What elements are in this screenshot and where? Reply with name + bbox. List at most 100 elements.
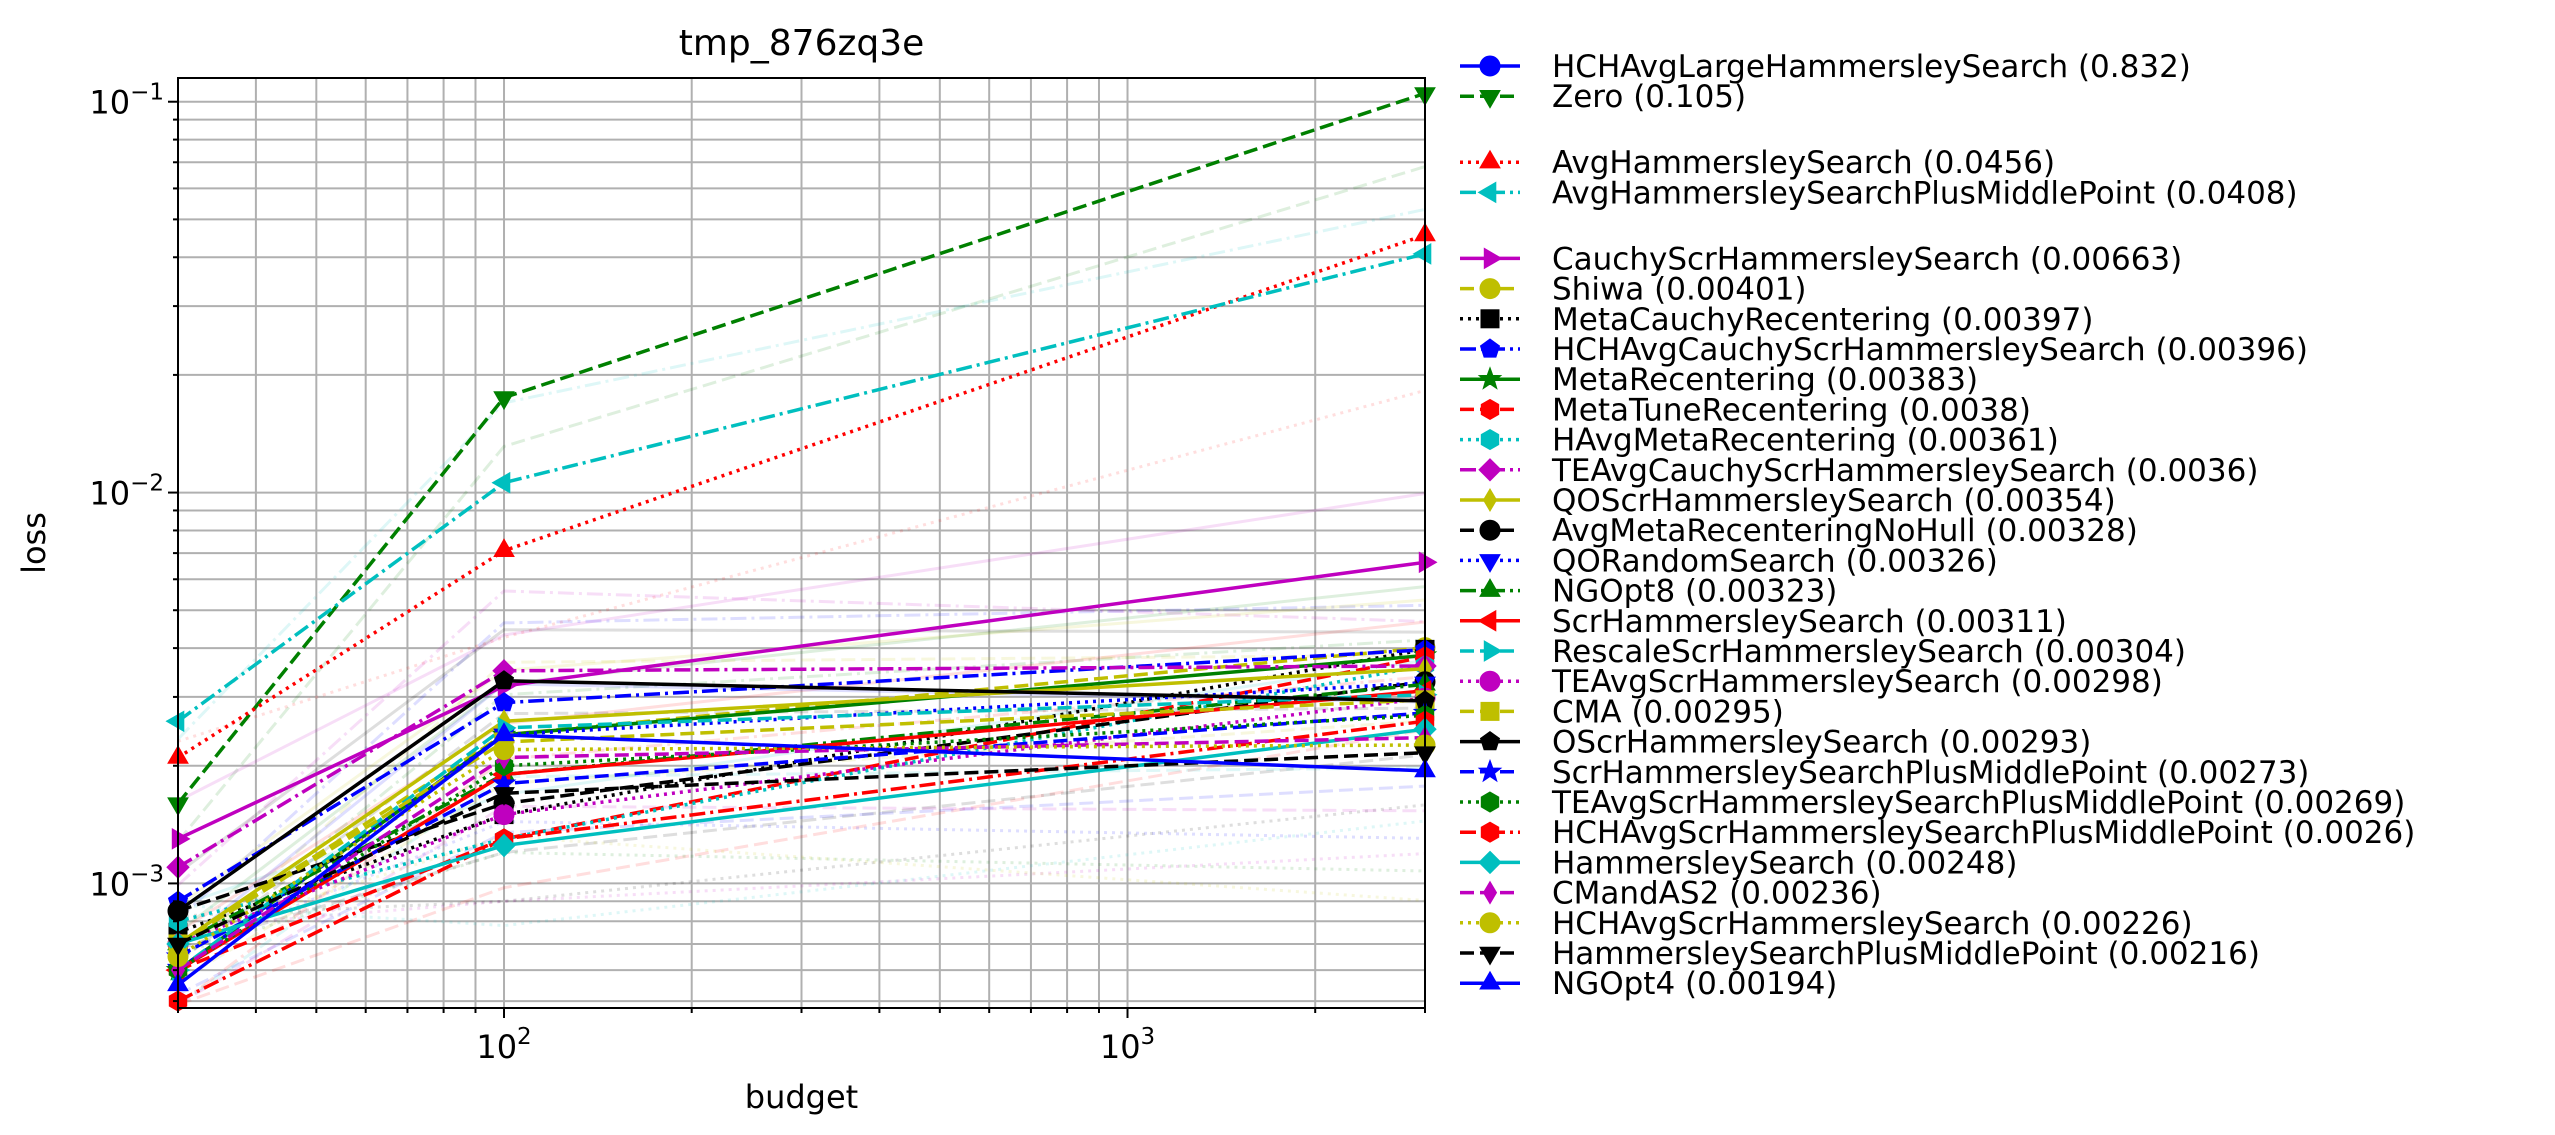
series-marker	[1479, 730, 1501, 751]
legend-item: RescaleScrHammersleySearch (0.00304)	[1460, 634, 2186, 670]
y-tick-label: 10−2	[89, 471, 164, 513]
legend-item: Shiwa (0.00401)	[1460, 272, 1807, 308]
legend-label: TEAvgScrHammersleySearch (0.00298)	[1551, 664, 2163, 700]
series-marker	[493, 787, 515, 806]
axis-ticks: 102 103 10−3 10−2 10−1	[89, 80, 1426, 1066]
grid	[177, 78, 1426, 1008]
legend: HCHAvgLargeHammersleySearch (0.832)Zero …	[1460, 49, 2415, 1002]
series-marker	[1477, 609, 1497, 632]
series-marker	[492, 833, 516, 858]
legend-item: TEAvgScrHammersleySearchPlusMiddlePoint …	[1460, 785, 2405, 821]
legend-label: HCHAvgLargeHammersleySearch (0.832)	[1552, 49, 2191, 85]
series-marker	[165, 710, 185, 733]
series-marker	[1479, 519, 1501, 541]
series-marker	[1479, 946, 1501, 966]
legend-item: CMandAS2 (0.00236)	[1460, 876, 1882, 912]
legend-item: TEAvgCauchyScrHammersleySearch (0.0036)	[1460, 453, 2258, 489]
legend-label: CauchyScrHammersleySearch (0.00663)	[1552, 241, 2182, 277]
series-marker	[493, 739, 515, 761]
series-marker	[491, 471, 511, 494]
legend-item: HammersleySearchPlusMiddlePoint (0.00216…	[1460, 936, 2260, 972]
faint-series-line	[177, 766, 1426, 1006]
series-line	[177, 719, 1426, 1003]
legend-item: OScrHammersleySearch (0.00293)	[1460, 725, 2091, 761]
faint-series-line	[177, 628, 1426, 875]
legend-label: NGOpt8 (0.00323)	[1552, 574, 1837, 610]
series-marker	[1480, 701, 1500, 721]
series-marker	[1477, 181, 1497, 204]
series-marker	[1479, 338, 1501, 358]
legend-label: AvgHammersleySearchPlusMiddlePoint (0.04…	[1552, 175, 2298, 211]
legend-item: HammersleySearch (0.00248)	[1460, 845, 2017, 881]
legend-label: TEAvgCauchyScrHammersleySearch (0.0036)	[1551, 453, 2258, 489]
legend-label: ScrHammersleySearchPlusMiddlePoint (0.00…	[1552, 755, 2309, 791]
series-marker	[1483, 640, 1503, 662]
chart-title: tmp_876zq3e	[679, 23, 925, 64]
legend-item: CMA (0.00295)	[1460, 694, 1784, 730]
legend-item: HAvgMetaRecentering (0.00361)	[1460, 423, 2059, 459]
legend-item: MetaCauchyRecentering (0.00397)	[1460, 302, 2093, 338]
legend-label: Zero (0.105)	[1552, 79, 1746, 115]
series-marker	[1479, 578, 1501, 597]
x-axis-label: budget	[745, 1078, 858, 1116]
series-marker	[1479, 55, 1501, 77]
y-tick-label: 10−1	[89, 80, 164, 122]
series-marker	[1477, 366, 1503, 390]
x-tick-label: 102	[476, 1024, 531, 1066]
faint-series-line	[177, 492, 1426, 803]
legend-label: CMA (0.00295)	[1552, 694, 1784, 730]
series-line	[177, 750, 1426, 946]
series-marker	[1479, 149, 1501, 169]
legend-item: ScrHammersleySearch (0.00311)	[1460, 604, 2067, 640]
legend-label: Shiwa (0.00401)	[1552, 272, 1807, 308]
series-marker	[1478, 850, 1502, 875]
series-marker	[1480, 791, 1500, 813]
legend-label: HAvgMetaRecentering (0.00361)	[1552, 423, 2059, 459]
faint-series-line	[177, 753, 1426, 951]
series-marker	[1479, 670, 1501, 692]
series-marker	[1480, 821, 1500, 843]
legend-label: TEAvgScrHammersleySearchPlusMiddlePoint …	[1551, 785, 2405, 821]
faint-series-line	[177, 728, 1426, 1007]
legend-label: MetaRecentering (0.00383)	[1552, 362, 1978, 398]
legend-label: ScrHammersleySearch (0.00311)	[1552, 604, 2067, 640]
legend-item: ScrHammersleySearchPlusMiddlePoint (0.00…	[1460, 755, 2309, 791]
legend-label: QOScrHammersleySearch (0.00354)	[1552, 483, 2116, 519]
series-marker	[1482, 488, 1498, 512]
series-marker	[493, 670, 515, 690]
legend-item: QOScrHammersleySearch (0.00354)	[1460, 483, 2116, 519]
series-marker	[1479, 912, 1501, 934]
series-marker	[1479, 90, 1501, 109]
legend-label: AvgHammersleySearch (0.0456)	[1552, 145, 2055, 181]
series-marker	[1478, 458, 1502, 482]
legend-label: OScrHammersleySearch (0.00293)	[1552, 725, 2091, 761]
series-marker	[1477, 758, 1503, 783]
x-tick-label: 103	[1100, 1024, 1155, 1066]
legend-item: AvgMetaRecenteringNoHull (0.00328)	[1460, 513, 2138, 549]
series-marker	[1480, 309, 1500, 329]
series-line	[176, 252, 1426, 723]
series-marker	[493, 804, 515, 826]
legend-item: NGOpt4 (0.00194)	[1460, 966, 1837, 1002]
legend-label: HammersleySearchPlusMiddlePoint (0.00216…	[1552, 936, 2260, 972]
legend-item: HCHAvgScrHammersleySearch (0.00226)	[1460, 906, 2193, 942]
legend-item: MetaTuneRecentering (0.0038)	[1460, 392, 2031, 428]
series-marker	[1479, 554, 1501, 573]
legend-item: MetaRecentering (0.00383)	[1460, 362, 1978, 398]
legend-item: NGOpt8 (0.00323)	[1460, 574, 1837, 610]
legend-label: AvgMetaRecenteringNoHull (0.00328)	[1552, 513, 2138, 549]
legend-item: HCHAvgCauchyScrHammersleySearch (0.00396…	[1460, 332, 2308, 368]
legend-item: AvgHammersleySearch (0.0456)	[1460, 145, 2055, 181]
y-tick-label: 10−3	[89, 861, 164, 903]
legend-label: RescaleScrHammersleySearch (0.00304)	[1552, 634, 2186, 670]
faint-series-line	[177, 850, 1426, 956]
series-marker	[493, 391, 515, 411]
legend-item: TEAvgScrHammersleySearch (0.00298)	[1460, 664, 2163, 700]
legend-label: HCHAvgScrHammersleySearch (0.00226)	[1552, 906, 2193, 942]
legend-item: HCHAvgLargeHammersleySearch (0.832)	[1460, 49, 2191, 85]
faint-series-line	[177, 389, 1426, 743]
series-marker	[1418, 551, 1438, 574]
legend-label: CMandAS2 (0.00236)	[1552, 876, 1882, 912]
